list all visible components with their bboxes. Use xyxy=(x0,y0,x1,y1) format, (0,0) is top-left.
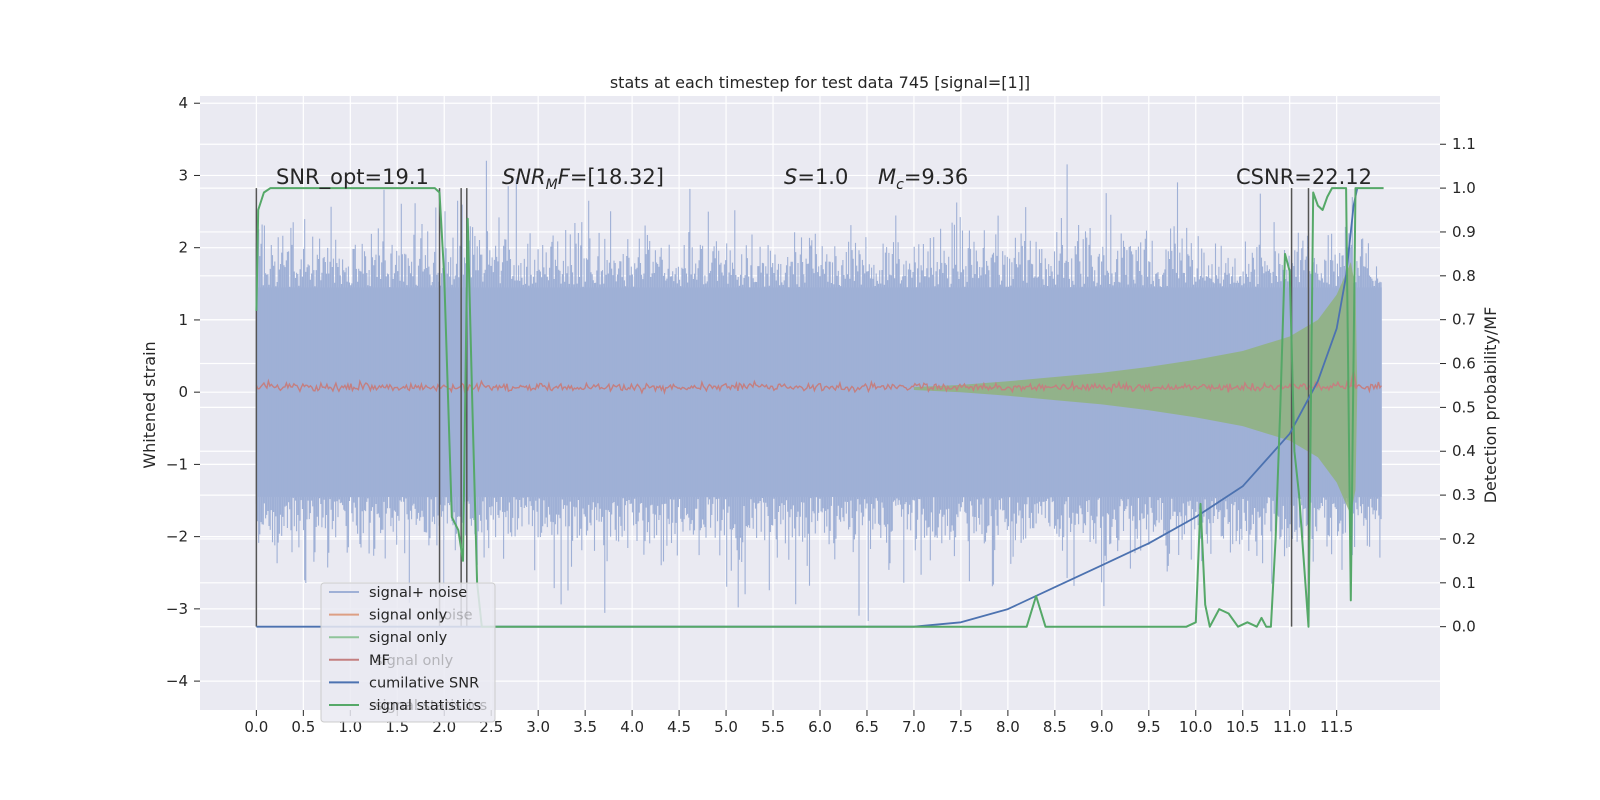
x-tick-label: 5.0 xyxy=(714,718,738,736)
right-y-tick-label: 0.7 xyxy=(1452,311,1476,329)
x-tick-label: 11.0 xyxy=(1273,718,1306,736)
x-tick-label: 7.5 xyxy=(949,718,973,736)
legend-label: signal+ noise xyxy=(369,585,467,601)
right-y-tick-label: 0.2 xyxy=(1452,530,1476,548)
right-y-tick-label: 0.0 xyxy=(1452,618,1476,636)
annotation-csnr: CSNR=22.12 xyxy=(1236,165,1372,189)
y-tick-label: 3 xyxy=(178,166,188,184)
legend-label: MF xyxy=(369,653,390,669)
y-axis-label: Whitened strain xyxy=(140,341,159,468)
x-tick-label: 4.0 xyxy=(620,718,644,736)
annotation-snr-subscript: M xyxy=(546,177,558,193)
x-tick-label: 10.5 xyxy=(1226,718,1259,736)
y-tick-label: 4 xyxy=(178,94,188,112)
x-tick-label: 4.5 xyxy=(667,718,691,736)
signal-statistics-line xyxy=(255,187,1384,628)
y-tick-label: 1 xyxy=(178,311,188,329)
legend-hidden-fragment: signal only xyxy=(375,653,454,669)
annotation-snr-label: SNR xyxy=(502,165,546,189)
legend-label: signal statistics xyxy=(369,698,481,714)
right-y-tick-label: 0.5 xyxy=(1452,398,1476,416)
annotation-mc-subscript: c xyxy=(896,177,904,193)
annotation-mc-value: =9.36 xyxy=(904,165,968,189)
right-y-tick-label: 0.3 xyxy=(1452,486,1476,504)
signal-statistics-series xyxy=(255,187,1384,628)
right-y-tick-label: 0.8 xyxy=(1452,267,1476,285)
legend-hidden-fragment: signal statistics xyxy=(375,698,487,714)
cumulative-snr-line xyxy=(256,187,1359,628)
x-tick-label: 10.0 xyxy=(1179,718,1212,736)
right-y-tick-label: 0.9 xyxy=(1452,223,1476,241)
legend-box xyxy=(320,582,496,723)
y-tick-label: −1 xyxy=(166,455,188,473)
x-tick-label: 3.5 xyxy=(573,718,597,736)
legend-label: cumilative SNR xyxy=(369,675,479,691)
legend-hidden-fragment: noise xyxy=(434,608,473,624)
x-tick-label: 5.5 xyxy=(761,718,785,736)
annotation-snr-opt: SNR_opt=19.1 xyxy=(276,165,429,190)
y-tick-label: −3 xyxy=(166,600,188,618)
x-tick-label: 6.5 xyxy=(855,718,879,736)
cumulative-snr-series xyxy=(256,187,1359,628)
right-y-tick-label: 1.1 xyxy=(1452,135,1476,153)
y-tick-label: 0 xyxy=(178,383,188,401)
y-axis-ticks: 4 3 2 1 0 −1 −2 −3 −4 xyxy=(166,94,200,690)
x-tick-label: 8.0 xyxy=(996,718,1020,736)
y-tick-label: −4 xyxy=(166,672,188,690)
x-tick-label: 3.0 xyxy=(526,718,550,736)
right-y-tick-label: 1.0 xyxy=(1452,179,1476,197)
x-tick-label: 7.0 xyxy=(902,718,926,736)
chart-title: stats at each timestep for test data 745… xyxy=(610,73,1030,92)
y-tick-label: 2 xyxy=(178,239,188,257)
x-tick-label: 11.5 xyxy=(1320,718,1353,736)
legend-label: signal only xyxy=(369,608,448,624)
annotation-mf-value: F=[18.32] xyxy=(558,165,664,189)
x-tick-label: 6.0 xyxy=(808,718,832,736)
x-tick-label: 0.0 xyxy=(244,718,268,736)
annotation-s-label: S xyxy=(784,165,797,189)
y-tick-label: −2 xyxy=(166,528,188,546)
annotation-s: S=1.0 xyxy=(784,165,848,189)
annotation-mc-label: M xyxy=(878,165,896,189)
mf-line xyxy=(255,378,1382,395)
x-tick-label: 0.5 xyxy=(291,718,315,736)
x-tick-label: 8.5 xyxy=(1043,718,1067,736)
x-tick-label: 9.0 xyxy=(1090,718,1114,736)
right-y-tick-label: 0.4 xyxy=(1452,442,1476,460)
right-y-axis-label: Detection probability/MF xyxy=(1481,307,1500,504)
annotation-snr-mf: SNRMF=[18.32] xyxy=(502,165,664,193)
x-tick-label: 9.5 xyxy=(1137,718,1161,736)
annotation-s-value: =1.0 xyxy=(797,165,848,189)
right-y-tick-label: 0.6 xyxy=(1452,355,1476,373)
right-y-axis-ticks: 1.1 1.0 0.9 0.8 0.7 0.6 0.5 0.4 0.3 0.2 0.1 0.0 xyxy=(1440,135,1476,636)
annotation-mc: Mc=9.36 xyxy=(878,165,968,193)
right-y-tick-label: 0.1 xyxy=(1452,574,1476,592)
legend-label: signal only xyxy=(369,630,448,646)
